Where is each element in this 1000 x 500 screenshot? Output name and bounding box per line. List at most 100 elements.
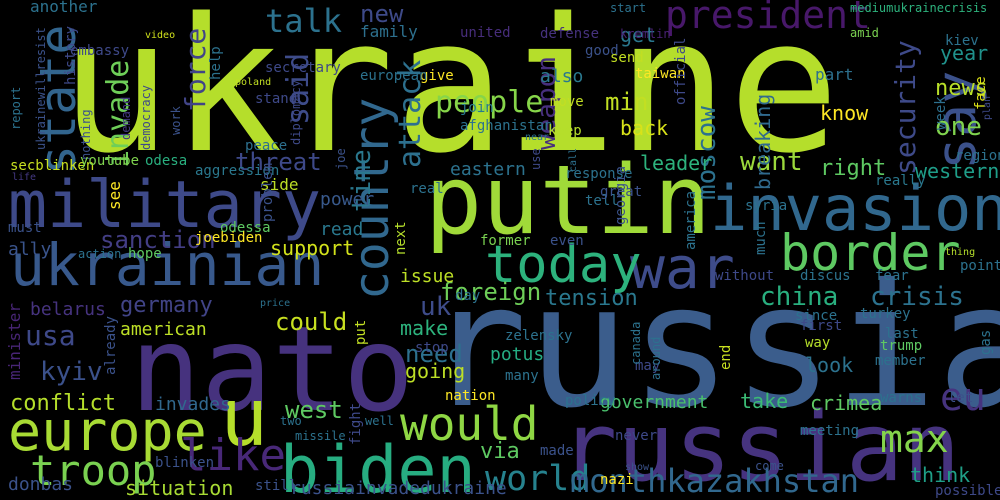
word-never: never	[615, 428, 657, 444]
word-poland: poland	[235, 77, 271, 88]
word-monthkazakhstan: monthkazakhstan	[570, 462, 859, 500]
word-ukrainian: ukrainian	[10, 231, 324, 299]
word-situation: situation	[125, 476, 233, 500]
word-western: western	[915, 159, 999, 183]
word-give: give	[420, 68, 454, 84]
word-discus: discus	[800, 268, 851, 284]
word-still: still	[255, 478, 297, 494]
word-end: end	[718, 345, 734, 370]
word-one: one	[935, 112, 982, 142]
word-invades: invades	[155, 394, 231, 415]
word-region: region	[955, 148, 1000, 164]
word-week: week	[933, 96, 949, 130]
word-said: said	[281, 53, 316, 125]
word-keep: keep	[548, 123, 582, 139]
word-price: price	[260, 298, 290, 309]
word-real: real	[410, 181, 444, 197]
word-invasion: invasion	[710, 172, 1000, 245]
word-eu: eu	[940, 375, 986, 419]
word-defense: defense	[540, 26, 599, 42]
word-moscow: moscow	[692, 106, 722, 200]
word-send: send	[610, 50, 644, 66]
word-look: look	[805, 353, 853, 377]
word-nato: nato	[130, 300, 414, 438]
word-point: point	[960, 258, 1000, 274]
word-made: made	[540, 443, 574, 459]
word-possible: possible	[935, 483, 1000, 499]
word-right: right	[820, 156, 886, 181]
word-issue: issue	[400, 266, 454, 287]
word-foreign: foreign	[440, 278, 541, 306]
word-meeting: meeting	[800, 423, 859, 439]
word-response: response	[565, 166, 632, 182]
word-first: first	[800, 318, 842, 334]
word-breaking: breaking	[751, 94, 775, 190]
word-war: war	[630, 234, 735, 302]
word-mediumukrainecrisis: mediumukrainecrisis	[850, 1, 987, 15]
word-invade: invade	[101, 60, 136, 168]
word-thing: thing	[945, 247, 975, 258]
word-warns: warns	[880, 390, 922, 406]
word-max: max	[880, 417, 949, 461]
word-many: many	[505, 368, 539, 384]
word-ukraine: ukraine	[60, 0, 840, 194]
word-even: even	[550, 233, 584, 249]
word-american: american	[120, 319, 207, 340]
word-get: get	[620, 23, 656, 47]
word-stand: stand	[255, 91, 297, 107]
word-belarus: belarus	[30, 299, 106, 320]
word-uk: uk	[420, 292, 452, 322]
word-call: call	[568, 148, 579, 172]
word-use: use	[529, 148, 543, 170]
word-security: security	[889, 40, 922, 175]
word-eastern: eastern	[450, 159, 526, 180]
word-military: military	[8, 168, 321, 243]
word-must: must	[8, 220, 42, 236]
word-biden: biden	[280, 433, 476, 500]
word-border: border	[780, 224, 961, 282]
word-support: support	[270, 236, 354, 260]
word-leader: leader	[640, 151, 712, 175]
word-taiwan: taiwan	[635, 66, 686, 82]
word-fight: fight	[348, 403, 364, 445]
word-today: today	[485, 235, 642, 295]
word-make: make	[400, 316, 448, 340]
word-already: already	[103, 316, 119, 375]
word-russiainvadedukraine: russiainvadedukraine	[290, 478, 507, 499]
word-family: family	[360, 22, 418, 41]
word-youtube: youtube	[80, 153, 139, 169]
word-u: u	[220, 371, 268, 464]
word-work: work	[169, 105, 183, 135]
word-canada: canada	[629, 322, 643, 365]
word-turkey: turkey	[860, 306, 911, 322]
word-secretary: secretary	[265, 60, 341, 76]
word-really: really	[875, 173, 926, 189]
word-min: min	[605, 88, 648, 116]
word-life: life	[12, 172, 36, 183]
word-policy: policy	[565, 393, 616, 409]
word-say: say	[924, 71, 988, 170]
word-people: people	[435, 85, 543, 120]
word-official: official	[673, 38, 689, 105]
word-usa: usa	[25, 319, 76, 352]
word-united: united	[460, 25, 511, 41]
word-world: world	[485, 459, 590, 499]
word-tension: tension	[545, 286, 638, 311]
word-hope: hope	[128, 246, 162, 262]
word-tell: tell	[585, 193, 619, 209]
word-another: another	[30, 0, 98, 16]
word-former: former	[480, 233, 531, 249]
word-potus: potus	[490, 344, 544, 365]
word-sanction: sanction	[100, 226, 216, 254]
word-move: move	[550, 94, 584, 110]
word-plan: plan	[982, 96, 993, 120]
word-time: time	[347, 149, 377, 212]
word-country: country	[344, 98, 400, 300]
word-great: great	[600, 184, 642, 200]
word-let: let	[948, 390, 973, 406]
word-germany: germany	[120, 293, 213, 318]
word-like: like	[180, 430, 286, 481]
word-join: join	[460, 100, 494, 116]
word-much: much	[753, 221, 769, 255]
